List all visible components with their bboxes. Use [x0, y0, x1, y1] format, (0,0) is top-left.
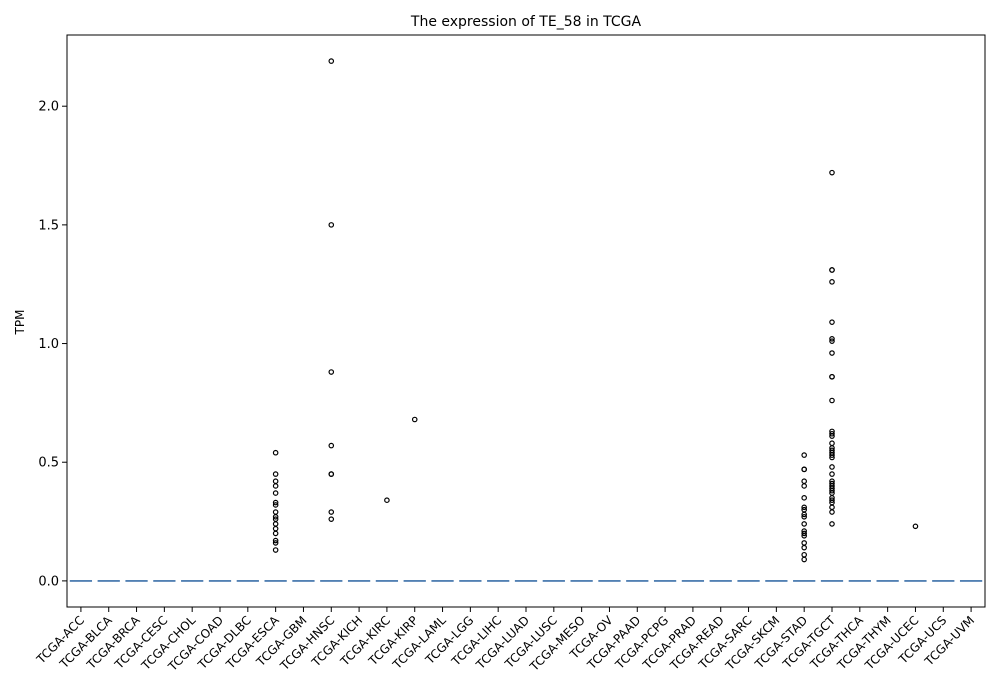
- chart-title: The expression of TE_58 in TCGA: [410, 14, 642, 30]
- outlier-point-tcga-tgct: [829, 338, 835, 344]
- y-axis-label: TPM: [13, 310, 27, 336]
- outlier-point-tcga-stad: [801, 495, 807, 501]
- outlier-point-tcga-stad: [801, 530, 807, 537]
- outlier-point-tcga-esca: [272, 514, 279, 520]
- outlier-point-tcga-esca: [272, 478, 279, 485]
- outlier-point-tcga-ucec: [912, 523, 919, 530]
- outlier-point-tcga-stad: [801, 532, 807, 539]
- outlier-point-tcga-hnsc: [328, 516, 335, 522]
- outlier-point-tcga-stad: [801, 540, 807, 546]
- outlier-point-tcga-stad: [801, 544, 807, 551]
- y-tick-label: 0.0: [38, 574, 59, 589]
- outlier-point-tcga-tgct: [829, 279, 835, 285]
- outlier-point-tcga-esca: [272, 490, 279, 496]
- x-axis: TCGA-ACCTCGA-BLCATCGA-BRCATCGA-CESCTCGA-…: [33, 607, 977, 674]
- outlier-point-tcga-esca: [272, 521, 279, 527]
- y-tick-label: 0.5: [38, 456, 59, 471]
- outlier-point-tcga-tgct: [829, 504, 835, 511]
- outlier-point-tcga-stad: [801, 452, 807, 458]
- outlier-point-tcga-stad: [801, 483, 807, 489]
- outlier-point-tcga-esca: [272, 502, 279, 508]
- outlier-point-tcga-tgct: [829, 267, 835, 273]
- outlier-point-tcga-esca: [272, 547, 279, 553]
- outlier-point-tcga-stad: [801, 466, 807, 473]
- outlier-point-tcga-stad: [801, 551, 807, 558]
- outlier-point-tcga-kirc: [384, 497, 390, 503]
- outlier-point-tcga-tgct: [829, 521, 835, 527]
- outlier-point-tcga-tgct: [829, 319, 835, 325]
- outlier-point-tcga-esca: [272, 537, 279, 544]
- outlier-point-tcga-hnsc: [328, 58, 335, 64]
- outlier-point-tcga-stad: [801, 504, 807, 511]
- outlier-point-tcga-esca: [272, 471, 279, 477]
- y-axis: 0.0 0.5 1.0 1.5 2.0: [38, 100, 67, 589]
- outlier-point-tcga-hnsc: [328, 509, 335, 515]
- outlier-point-tcga-esca: [272, 530, 279, 537]
- outlier-point-tcga-stad: [801, 556, 807, 563]
- plot-marks: [69, 58, 983, 582]
- outlier-point-tcga-tgct: [829, 430, 835, 437]
- outlier-point-tcga-tgct: [829, 373, 835, 380]
- outlier-point-tcga-tgct: [829, 471, 835, 477]
- plot-area-frame: [66, 34, 986, 608]
- outlier-point-tcga-stad: [801, 514, 807, 520]
- y-tick-label: 1.0: [38, 337, 59, 352]
- outlier-point-tcga-tgct: [829, 336, 835, 342]
- outlier-point-tcga-esca: [272, 525, 279, 532]
- outlier-point-tcga-kirp: [411, 416, 418, 423]
- outlier-point-tcga-esca: [272, 540, 279, 546]
- outlier-point-tcga-tgct: [829, 454, 835, 461]
- outlier-point-tcga-hnsc: [328, 471, 335, 477]
- outlier-point-tcga-tgct: [829, 452, 835, 458]
- outlier-point-tcga-stad: [801, 511, 807, 518]
- outlier-point-tcga-tgct: [829, 487, 835, 494]
- outlier-point-tcga-tgct: [829, 509, 835, 515]
- outlier-point-tcga-stad: [801, 478, 807, 485]
- outlier-point-tcga-esca: [272, 499, 279, 506]
- outlier-point-tcga-esca: [272, 449, 279, 456]
- outlier-point-tcga-hnsc: [328, 222, 335, 228]
- y-tick-label: 1.5: [38, 218, 59, 233]
- y-tick-label: 2.0: [38, 100, 59, 115]
- outlier-point-tcga-tgct: [829, 440, 835, 447]
- outlier-point-tcga-tgct: [829, 497, 835, 503]
- outlier-point-tcga-tgct: [829, 169, 835, 176]
- outlier-point-tcga-tgct: [829, 464, 835, 470]
- outlier-point-tcga-hnsc: [328, 369, 335, 375]
- outlier-point-tcga-tgct: [829, 397, 835, 404]
- outlier-point-tcga-tgct: [829, 433, 835, 439]
- outlier-point-tcga-tgct: [829, 350, 835, 356]
- outlier-point-tcga-stad: [801, 521, 807, 527]
- outlier-point-tcga-esca: [272, 483, 279, 489]
- outlier-point-tcga-hnsc: [328, 442, 335, 449]
- outlier-point-tcga-esca: [272, 509, 279, 515]
